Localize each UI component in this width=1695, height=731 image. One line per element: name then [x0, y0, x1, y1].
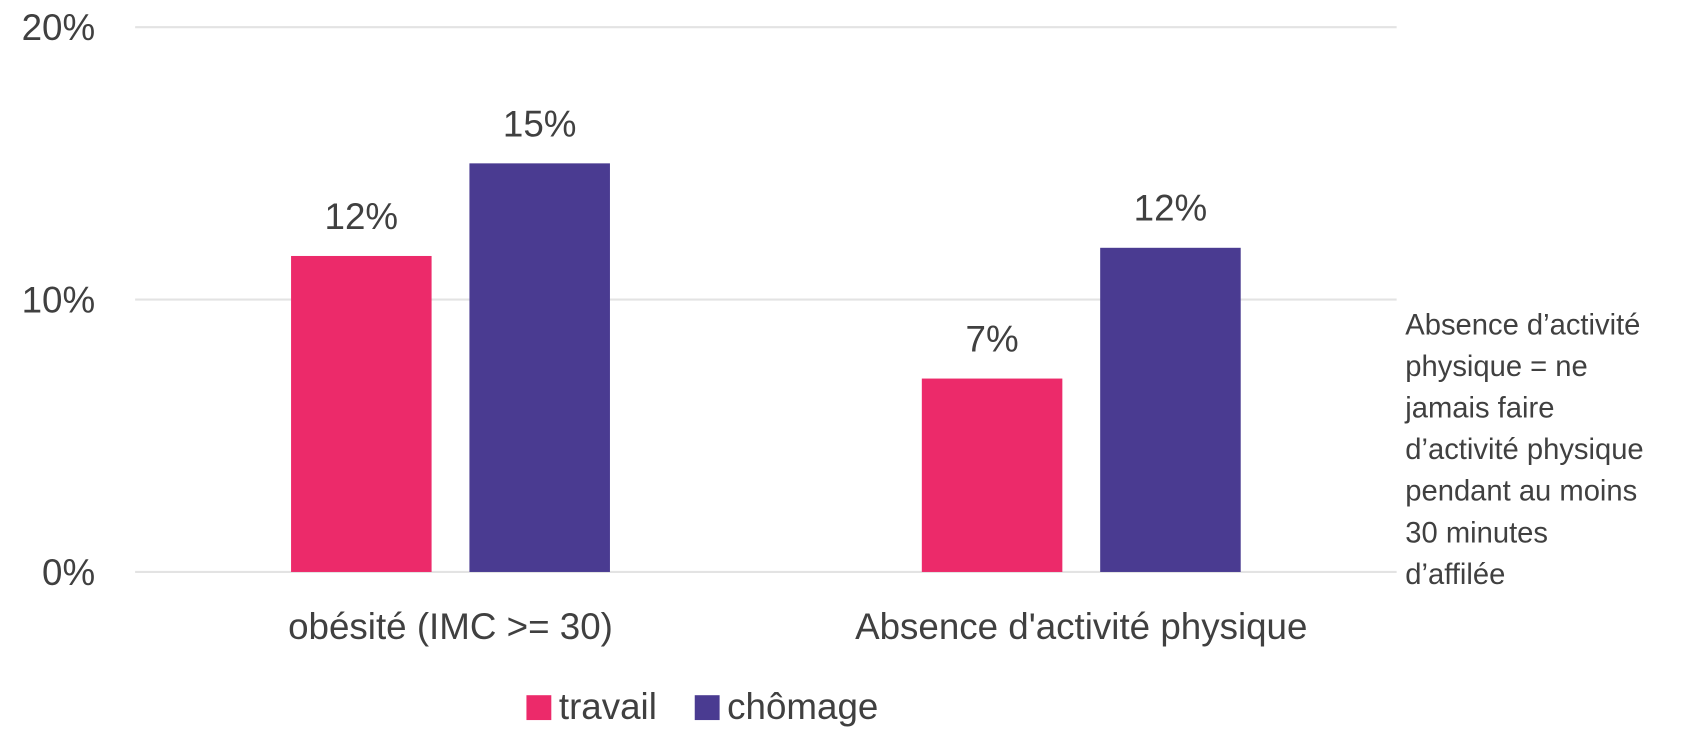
bar [291, 255, 432, 572]
annotation: jamais faire [1404, 393, 1554, 425]
data-label: 12% [1134, 188, 1208, 229]
annotation: d’activité physique [1405, 434, 1643, 466]
y-tick-label: 10% [22, 280, 96, 321]
y-tick-label: 20% [22, 7, 96, 48]
bar [921, 378, 1063, 572]
annotation: pendant au moins [1405, 476, 1637, 508]
legend-swatch [694, 695, 720, 721]
annotation: Absence d’activité [1405, 309, 1640, 341]
x-tick-label: Absence d'activité physique [855, 606, 1307, 647]
legend-label: chômage [727, 686, 878, 727]
bar [469, 163, 610, 572]
legend-label: travail [559, 686, 657, 727]
legend-swatch [526, 695, 552, 721]
y-tick-label: 0% [42, 552, 95, 593]
data-label: 7% [966, 319, 1019, 360]
x-tick-label: obésité (IMC >= 30) [288, 606, 613, 647]
annotation: 30 minutes [1405, 517, 1548, 549]
annotation: physique = ne [1405, 351, 1587, 383]
data-label: 15% [503, 103, 577, 144]
annotation: d’affilée [1405, 559, 1505, 591]
data-label: 12% [325, 196, 399, 237]
bar [1100, 247, 1241, 572]
